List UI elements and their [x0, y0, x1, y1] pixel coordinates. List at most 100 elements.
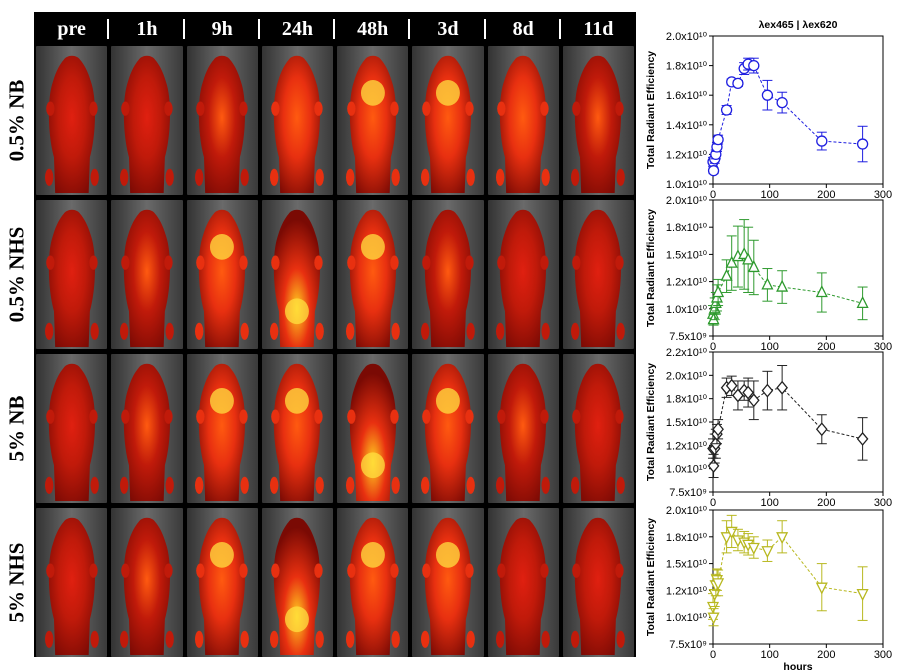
y-tick-label: 1.5x10¹⁰: [666, 417, 708, 429]
mouse-image-cell: [337, 354, 408, 503]
mouse-heatmap: [418, 358, 478, 501]
x-tick-label: 300: [874, 497, 892, 509]
mouse-heatmap: [192, 50, 252, 193]
row-label-text: 5% NB: [5, 396, 30, 462]
mouse-image-cell: [111, 354, 182, 503]
mouse-image-cell: [337, 508, 408, 657]
x-tick-label: 100: [760, 341, 778, 353]
x-tick-label: 300: [874, 341, 892, 353]
mouse-image-cell: [111, 508, 182, 657]
mouse-image-cell: [337, 46, 408, 195]
y-tick-label: 2.0x10¹⁰: [666, 31, 708, 43]
x-tick-label: 100: [760, 497, 778, 509]
mouse-heatmap: [267, 204, 327, 347]
x-tick-label: 200: [817, 497, 835, 509]
mouse-heatmap: [267, 50, 327, 193]
mouse-heatmap: [568, 50, 628, 193]
y-tick-label: 2.0x10¹⁰: [666, 370, 708, 382]
time-separator: [183, 19, 185, 39]
x-tick-label: 100: [760, 189, 778, 201]
data-point: [709, 613, 719, 623]
y-tick-label: 1.0x10¹⁰: [666, 464, 708, 476]
data-point: [777, 98, 787, 108]
x-tick-label: 200: [817, 189, 835, 201]
y-tick-label: 2.0x10¹⁰: [666, 195, 708, 207]
mouse-heatmap: [117, 512, 177, 655]
data-point: [733, 78, 743, 88]
y-tick-label: 1.2x10¹⁰: [666, 149, 708, 161]
x-tick-label: 0: [710, 341, 716, 353]
mouse-heatmap: [267, 358, 327, 501]
chart-frame: [713, 36, 883, 184]
time-label-6: 8d: [486, 16, 561, 42]
y-tick-label: 1.8x10¹⁰: [666, 532, 708, 544]
time-separator: [258, 19, 260, 39]
data-point: [722, 105, 732, 115]
data-point: [762, 547, 772, 557]
time-separator: [484, 19, 486, 39]
row-label-text: 0.5% NHS: [5, 227, 30, 323]
y-tick-label: 2.2x10¹⁰: [666, 347, 708, 359]
mouse-heatmap: [493, 204, 553, 347]
time-label-4: 48h: [335, 16, 410, 42]
radiant-efficiency-charts: λex465 | λex6201.0x10¹⁰1.2x10¹⁰1.4x10¹⁰1…: [640, 0, 901, 671]
data-point: [762, 279, 772, 289]
mouse-heatmap: [343, 50, 403, 193]
y-tick-label: 2.0x10¹⁰: [666, 505, 708, 517]
mouse-image-cell: [563, 46, 634, 195]
mouse-image-cell: [488, 508, 559, 657]
mouse-image-cell: [488, 200, 559, 349]
y-axis-label: Total Radiant Efficiency: [645, 209, 657, 327]
mouse-heatmap: [493, 50, 553, 193]
data-point: [749, 61, 759, 71]
mouse-image-cell: [36, 200, 107, 349]
mouse-image-cell: [36, 46, 107, 195]
data-point: [777, 533, 787, 543]
chart-title: λex465 | λex620: [759, 19, 838, 31]
data-point: [762, 385, 772, 397]
x-tick-label: 0: [710, 649, 716, 661]
mouse-image-cell: [36, 354, 107, 503]
mouse-image-cell: [262, 354, 333, 503]
time-label-1: 1h: [109, 16, 184, 42]
y-tick-label: 1.5x10¹⁰: [666, 249, 708, 261]
mouse-heatmap: [117, 358, 177, 501]
y-axis-label: Total Radiant Efficiency: [645, 518, 657, 636]
data-point: [713, 135, 723, 145]
time-label-0: pre: [34, 16, 109, 42]
data-point: [709, 166, 719, 176]
data-point: [722, 270, 732, 280]
mouse-image-cell: [488, 46, 559, 195]
mouse-heatmap: [568, 512, 628, 655]
series-line: [713, 531, 863, 617]
mouse-heatmap: [493, 512, 553, 655]
y-tick-label: 1.2x10¹⁰: [666, 585, 708, 597]
time-separator: [333, 19, 335, 39]
mouse-heatmap: [192, 204, 252, 347]
row-label-text: 5% NHS: [5, 543, 30, 623]
y-tick-label: 1.5x10¹⁰: [666, 559, 708, 571]
time-separator: [559, 19, 561, 39]
time-label-3: 24h: [260, 16, 335, 42]
mouse-heatmap: [343, 204, 403, 347]
x-tick-label: 300: [874, 649, 892, 661]
x-tick-label: 300: [874, 189, 892, 201]
y-tick-label: 7.5x10⁹: [669, 331, 707, 343]
y-axis-label: Total Radiant Efficiency: [645, 51, 657, 169]
mouse-image-cell: [187, 508, 258, 657]
data-point: [762, 90, 772, 100]
data-point: [709, 460, 719, 472]
data-point: [708, 602, 718, 612]
mouse-image-cell: [262, 508, 333, 657]
mouse-image-cell: [187, 200, 258, 349]
data-point: [858, 433, 868, 445]
x-tick-label: 0: [710, 189, 716, 201]
mouse-image-cell: [412, 46, 483, 195]
row-label-text: 0.5% NB: [5, 80, 30, 162]
mouse-image-cell: [111, 46, 182, 195]
data-point: [858, 590, 868, 600]
mouse-image-cell: [36, 508, 107, 657]
mouse-image-cell: [488, 354, 559, 503]
y-tick-label: 1.0x10¹⁰: [666, 612, 708, 624]
mouse-heatmap: [117, 50, 177, 193]
